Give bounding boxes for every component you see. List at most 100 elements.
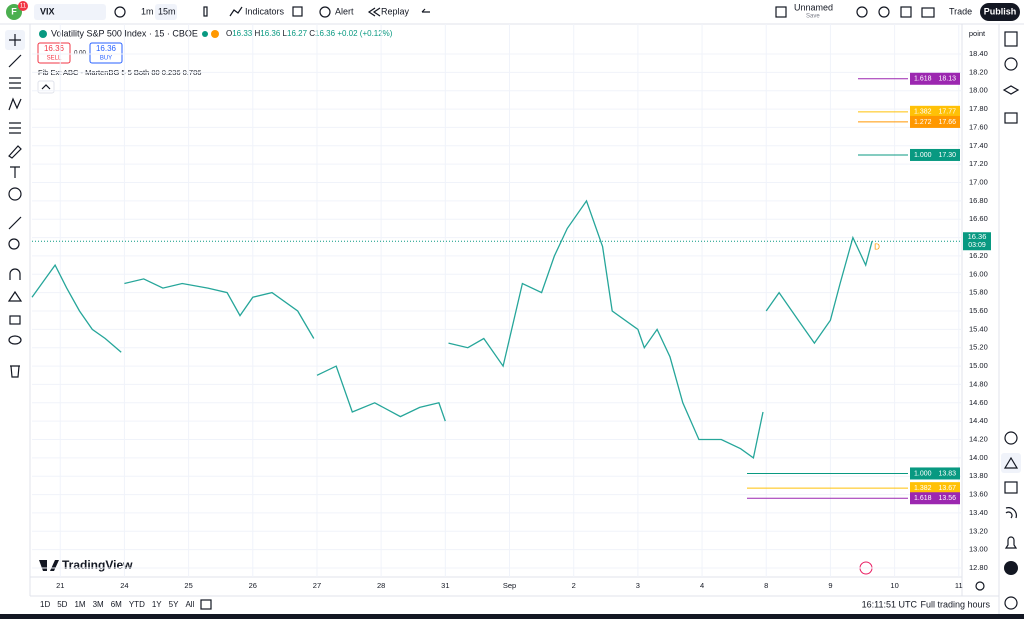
x-tick-label: 28 [377,581,385,590]
news-icon[interactable] [1005,507,1017,519]
lock-drawing-tool[interactable] [7,290,23,302]
settings-icon[interactable] [878,6,890,18]
lock-tool[interactable] [9,315,21,325]
date-range-icon[interactable] [200,599,212,610]
x-tick-label: 9 [828,581,832,590]
y-tick-label: 14.40 [969,416,988,425]
y-tick-label: 13.40 [969,508,988,517]
time-axis-settings[interactable] [975,581,985,591]
alert-icon[interactable] [319,6,331,18]
icon-tool[interactable] [8,187,22,201]
x-tick-label: 10 [890,581,898,590]
watchlist-icon[interactable] [1004,31,1018,47]
last-price: 16.36 [968,232,987,241]
delete-tool[interactable] [10,365,20,378]
y-tick-label: 14.20 [969,434,988,443]
search-icon[interactable] [856,6,868,18]
range-button[interactable]: All [185,600,194,609]
range-button[interactable]: 1D [40,600,50,609]
interval[interactable]: 1m [141,6,154,16]
avatar[interactable] [6,4,22,20]
target-icon[interactable] [1004,431,1018,445]
collapse-legend[interactable] [37,80,55,94]
y-tick-label: 16.20 [969,251,988,260]
calendar-icon[interactable] [1004,481,1018,494]
logo: TradingView [62,558,133,572]
range-buttons: 1D 5D 1M 3M 6M YTD 1Y 5Y All [40,600,195,609]
ruler-tool[interactable] [8,216,22,230]
plot [31,24,962,577]
alert[interactable]: Alert [335,6,354,16]
pattern-tool[interactable] [8,97,22,111]
sell-button[interactable] [37,42,71,64]
range-button[interactable]: 3M [93,600,104,609]
layers-icon[interactable] [1002,85,1020,95]
fib-level: 1.382 [914,109,932,116]
y-tick-label: 15.00 [969,361,988,370]
y-tick-label: 13.60 [969,490,988,499]
trendline-tool[interactable] [8,54,22,68]
y-tick-label: 17.20 [969,159,988,168]
y-tick-label: 13.80 [969,471,988,480]
range-button[interactable]: 1M [74,600,85,609]
magnet-tool[interactable] [9,268,21,280]
fib-tag [910,467,960,480]
interval[interactable]: 15m [158,6,176,16]
layout-name[interactable]: Unnamed [794,2,833,12]
snapshot-icon[interactable] [921,7,935,18]
open: 16.33 [232,29,253,38]
range-button[interactable]: 5D [57,600,67,609]
text-tool[interactable] [10,166,20,178]
sell-label[interactable]: SELL [47,56,62,62]
y-tick-label: 16.80 [969,196,988,205]
zoom-tool[interactable] [8,238,20,250]
delayed-status [211,30,219,38]
legend-play[interactable] [39,30,47,38]
publish-label[interactable]: Publish [984,6,1017,16]
notifications-icon[interactable] [1004,536,1018,549]
buy-button[interactable] [89,42,123,64]
buy-price[interactable]: 16.36 [96,44,117,53]
undo-icon[interactable] [421,8,430,13]
fib-tool[interactable] [9,77,21,89]
symbol-search[interactable] [34,4,106,20]
replay-icon[interactable] [367,7,381,17]
x-tick-label: 21 [56,581,64,590]
chat-icon[interactable] [1004,112,1018,124]
symbol[interactable]: VIX [40,6,55,16]
fib-price: 13.83 [938,470,956,477]
window-edge [0,614,1024,619]
layout-checkbox[interactable] [775,6,787,18]
y-tick-label: 15.20 [969,343,988,352]
drawing-tools [5,30,25,378]
y-tick-label: 18.40 [969,49,988,58]
fib-level: 1.618 [914,76,932,83]
range-button[interactable]: YTD [129,600,145,609]
templates-icon[interactable] [292,6,303,17]
brush-tool[interactable] [8,145,22,159]
sell-price[interactable]: 16.36 [44,44,65,53]
visibility-tool[interactable] [8,335,22,345]
replay[interactable]: Replay [381,6,410,16]
publish-button[interactable] [980,3,1020,21]
forecast-tool[interactable] [9,122,21,134]
range-button[interactable]: 5Y [169,600,179,609]
ideas-icon[interactable] [1003,456,1019,469]
axis-unit[interactable]: point [969,29,986,38]
range-button[interactable]: 6M [111,600,122,609]
apps-icon[interactable] [1004,561,1018,575]
chart-type-icon[interactable] [203,6,208,17]
add-symbol-icon[interactable] [114,6,126,18]
indicators[interactable]: Indicators [245,6,285,16]
trade-button[interactable]: Trade [949,6,972,16]
session[interactable]: Full trading hours [920,599,990,609]
fib-level: 1.272 [914,119,932,126]
buy-label[interactable]: BUY [100,56,112,62]
range-button[interactable]: 1Y [152,600,162,609]
help-icon[interactable] [1004,596,1018,610]
alerts-icon[interactable] [1004,57,1018,71]
crosshair-tool[interactable] [9,34,21,46]
indicators-icon[interactable] [229,6,243,17]
fullscreen-icon[interactable] [900,6,912,18]
